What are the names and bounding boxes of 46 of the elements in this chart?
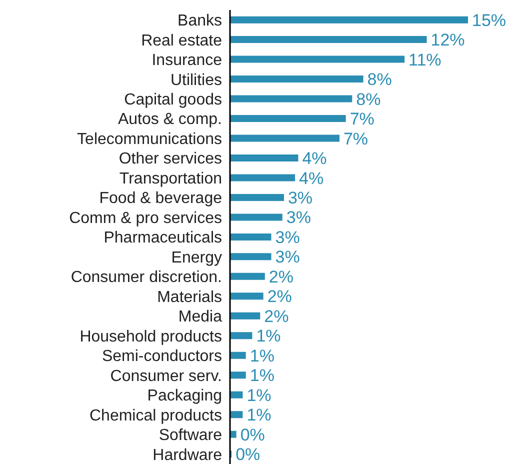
y-tick-label: Household products bbox=[80, 328, 222, 346]
y-tick-label: Banks bbox=[178, 12, 222, 30]
y-tick-label: Materials bbox=[157, 288, 222, 306]
y-tick-label: Chemical products bbox=[90, 407, 222, 424]
data-label: 0% bbox=[236, 445, 260, 464]
y-tick-label: Semi-conductors bbox=[102, 348, 222, 366]
y-tick-label: Media bbox=[178, 308, 222, 326]
data-label: 4% bbox=[302, 149, 327, 168]
y-tick-label: Software bbox=[158, 427, 222, 444]
y-tick-label: Food & beverage bbox=[99, 190, 222, 208]
data-label: 15% bbox=[472, 10, 506, 30]
data-label: 8% bbox=[356, 90, 381, 109]
data-label: 1% bbox=[250, 366, 274, 386]
data-label: 3% bbox=[288, 188, 313, 208]
y-tick-label: Autos & comp. bbox=[118, 111, 222, 128]
y-tick-label: Comm & pro services bbox=[69, 210, 222, 227]
data-label: 11% bbox=[408, 50, 442, 70]
y-tick-label: Capital goods bbox=[124, 92, 222, 109]
y-tick-label: Transportation bbox=[119, 170, 222, 188]
y-tick-label: Insurance bbox=[152, 52, 222, 70]
y-tick-label: Utilities bbox=[170, 72, 222, 89]
data-label: 12% bbox=[430, 30, 465, 50]
data-label: 2% bbox=[267, 287, 292, 306]
data-label: 3% bbox=[275, 248, 300, 267]
data-label: 2% bbox=[268, 267, 294, 286]
data-label: 1% bbox=[256, 326, 281, 346]
data-label: 0% bbox=[240, 425, 265, 444]
data-label: 4% bbox=[299, 168, 324, 188]
y-tick-label: Consumer serv. bbox=[110, 368, 222, 385]
y-tick-label: Energy bbox=[171, 249, 222, 266]
data-label: 3% bbox=[286, 208, 311, 228]
data-label: 1% bbox=[246, 386, 272, 405]
data-label: 2% bbox=[264, 306, 289, 326]
data-label: 1% bbox=[250, 346, 274, 366]
y-tick-label: Hardware bbox=[152, 446, 222, 464]
data-label: 3% bbox=[275, 228, 300, 247]
y-tick-label: Other services bbox=[118, 150, 222, 168]
y-tick-label: Telecommunications bbox=[77, 130, 222, 148]
y-tick-label: Packaging bbox=[147, 388, 222, 405]
data-label: 7% bbox=[343, 129, 368, 148]
data-label: 8% bbox=[367, 70, 392, 90]
y-tick-label: Real estate bbox=[141, 32, 222, 50]
y-tick-label: Consumer discretion. bbox=[70, 269, 222, 286]
data-label: 1% bbox=[246, 406, 272, 425]
data-label: 7% bbox=[350, 110, 374, 129]
y-tick-label: Pharmaceuticals bbox=[104, 230, 222, 247]
